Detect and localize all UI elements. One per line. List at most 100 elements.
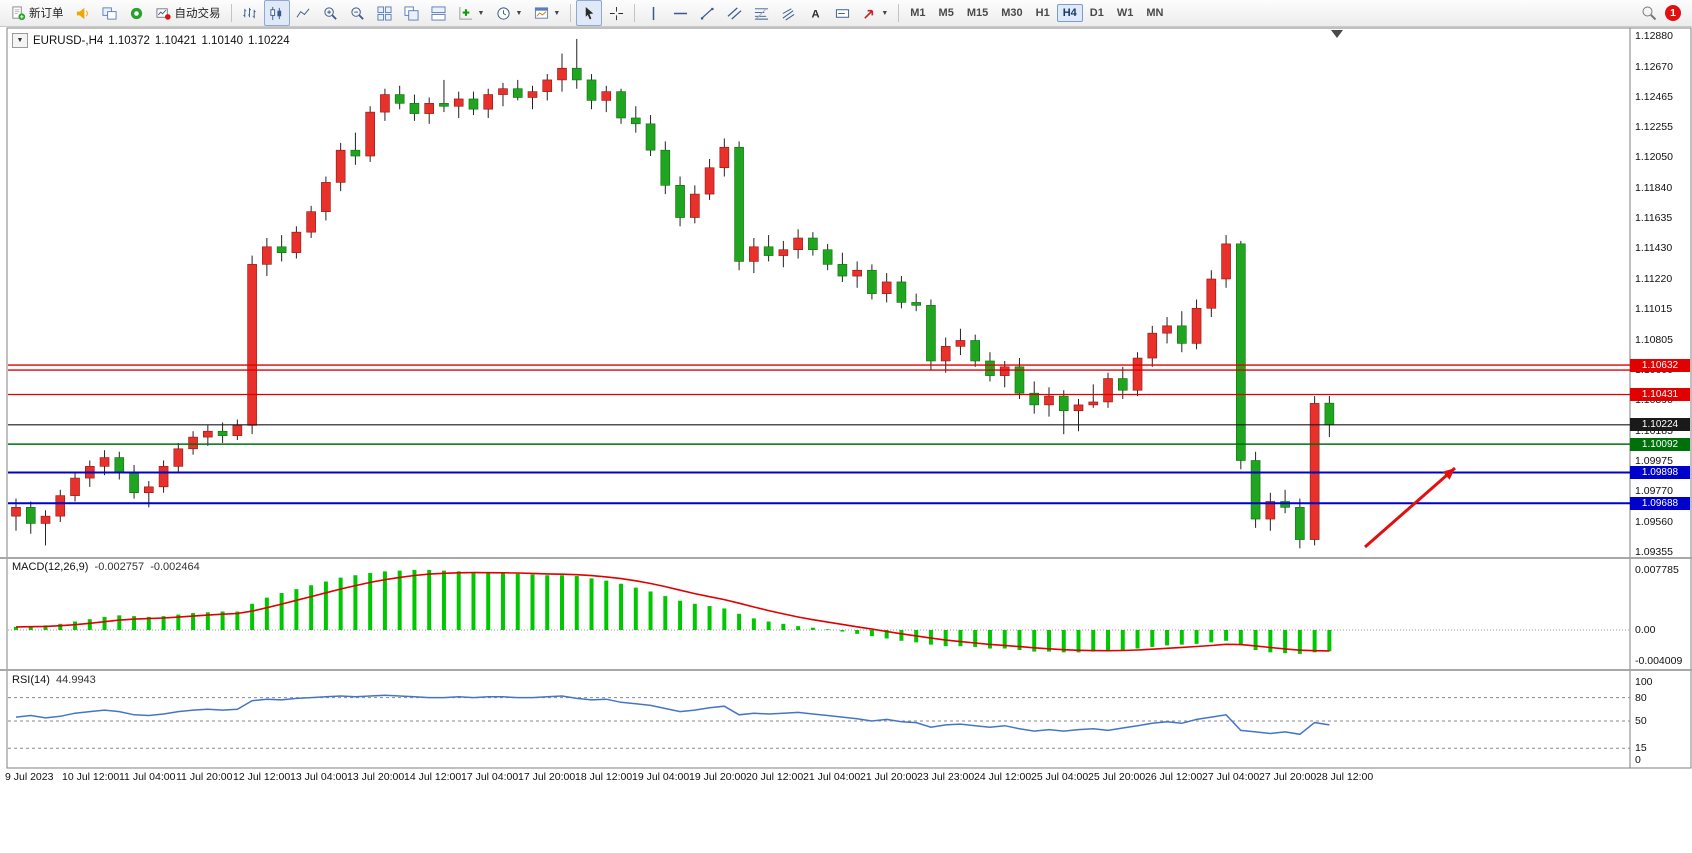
toolbar-separator bbox=[230, 4, 232, 22]
zoom-out-button[interactable] bbox=[345, 0, 371, 26]
chart-title: ▼ EURUSD-,H4 1.10372 1.10421 1.10140 1.1… bbox=[12, 33, 290, 48]
candle-body bbox=[1295, 507, 1305, 540]
search-icon[interactable] bbox=[1641, 5, 1657, 21]
channel-tool-button[interactable] bbox=[721, 0, 747, 26]
candle-body bbox=[129, 471, 139, 494]
time-axis-label: 24 Jul 12:00 bbox=[974, 771, 1032, 783]
indicators-button[interactable]: ▼ bbox=[453, 0, 490, 26]
chevron-down-icon: ▼ bbox=[515, 9, 523, 17]
label-tool-button[interactable] bbox=[829, 0, 855, 26]
candle-body bbox=[896, 281, 907, 303]
timeframe-group: M1 M5 M15 M30 H1 H4 D1 W1 MN bbox=[904, 4, 1169, 22]
macd-value-main: -0.002757 bbox=[94, 561, 145, 573]
candle-body bbox=[1309, 403, 1320, 540]
candle-body bbox=[911, 302, 921, 306]
rsi-line bbox=[15, 694, 1330, 736]
candle-body bbox=[1221, 243, 1231, 280]
macd-axis-label: 0.00 bbox=[1635, 624, 1656, 636]
timeframe-button-m15[interactable]: M15 bbox=[966, 7, 989, 19]
crosshair-tool-button[interactable] bbox=[603, 0, 629, 26]
cascade-windows-button[interactable] bbox=[399, 0, 425, 26]
notification-badge[interactable]: 1 bbox=[1665, 5, 1681, 21]
templates-button[interactable]: ▼ bbox=[528, 0, 565, 26]
new-order-icon bbox=[10, 5, 26, 21]
arrows-tool-button[interactable]: ▼ bbox=[856, 0, 893, 26]
price-flag[interactable]: 1.10632 bbox=[1630, 358, 1690, 372]
arrow-annotation-head[interactable] bbox=[1442, 468, 1455, 480]
vertical-line-tool-button[interactable] bbox=[640, 0, 666, 26]
timeframe-button-mn[interactable]: MN bbox=[1146, 7, 1164, 19]
arrange-windows-button[interactable] bbox=[426, 0, 452, 26]
candle-body bbox=[394, 94, 405, 104]
candle-body bbox=[1177, 325, 1187, 344]
price-axis-label: 1.11430 bbox=[1635, 242, 1673, 255]
market-watch-button[interactable] bbox=[97, 0, 123, 26]
time-axis-label: 13 Jul 04:00 bbox=[290, 771, 348, 783]
toolbar: 新订单 自动交易 ▼ ▼ ▼ bbox=[0, 0, 1692, 27]
macd-axis-label: 0.007785 bbox=[1635, 564, 1679, 576]
candlestick-chart-button[interactable] bbox=[263, 0, 290, 26]
candle-body bbox=[926, 305, 936, 362]
price-flag[interactable]: 1.09898 bbox=[1630, 466, 1690, 479]
periods-button[interactable]: ▼ bbox=[490, 0, 527, 26]
candle-body bbox=[616, 91, 626, 119]
community-button[interactable] bbox=[124, 0, 150, 26]
bar-chart-icon bbox=[242, 5, 258, 21]
zoom-in-button[interactable] bbox=[318, 0, 344, 26]
candle-body bbox=[1236, 243, 1246, 461]
candle-body bbox=[1147, 332, 1158, 359]
auto-trading-button[interactable]: 自动交易 bbox=[151, 0, 226, 26]
timeframe-button-m1[interactable]: M1 bbox=[910, 7, 926, 19]
cursor-tool-button[interactable] bbox=[576, 0, 603, 26]
toolbar-right-group: 1 bbox=[1641, 5, 1687, 21]
price-flag[interactable]: 1.10092 bbox=[1630, 437, 1690, 451]
timeframe-button-h4[interactable]: H4 bbox=[1056, 4, 1083, 22]
arrow-annotation[interactable] bbox=[1364, 466, 1456, 549]
new-order-button[interactable]: 新订单 bbox=[5, 0, 69, 26]
time-axis-label: 11 Jul 04:00 bbox=[119, 771, 176, 783]
candle-body bbox=[158, 466, 169, 488]
candle-body bbox=[55, 495, 66, 517]
horizontal-line-tool-button[interactable] bbox=[667, 0, 693, 26]
price-axis-label: 1.12465 bbox=[1635, 90, 1673, 103]
text-tool-button[interactable]: A bbox=[802, 0, 828, 26]
candle-body bbox=[867, 269, 877, 294]
one-click-trading-button[interactable]: ▼ bbox=[12, 33, 28, 48]
candle-body bbox=[439, 103, 449, 107]
bar-chart-button[interactable] bbox=[237, 0, 263, 26]
timeframe-button-h1[interactable]: H1 bbox=[1035, 7, 1050, 19]
community-icon bbox=[129, 5, 145, 21]
candle-body bbox=[512, 88, 523, 98]
vertical-line-icon bbox=[645, 5, 661, 21]
candle-body bbox=[276, 246, 287, 253]
timeframe-button-m30[interactable]: M30 bbox=[1001, 7, 1023, 19]
cursor-icon bbox=[581, 5, 597, 21]
macd-label: MACD(12,26,9) -0.002757 -0.002464 bbox=[12, 561, 200, 573]
windows-icon bbox=[102, 5, 118, 21]
timeframe-button-m5[interactable]: M5 bbox=[938, 7, 954, 19]
tile-windows-button[interactable] bbox=[372, 0, 398, 26]
rsi-axis-label: 80 bbox=[1635, 691, 1647, 704]
price-flag[interactable]: 1.10431 bbox=[1630, 387, 1690, 401]
trendline-tool-button[interactable] bbox=[694, 0, 720, 26]
price-axis-label: 1.11635 bbox=[1635, 212, 1673, 225]
news-button[interactable] bbox=[70, 0, 96, 26]
chevron-down-icon: ▼ bbox=[881, 9, 889, 17]
ohlc-close: 1.10224 bbox=[248, 34, 290, 47]
price-flag[interactable]: 1.10224 bbox=[1630, 418, 1690, 432]
candle-body bbox=[1250, 460, 1261, 520]
pitchfork-tool-button[interactable] bbox=[775, 0, 801, 26]
price-axis-label: 1.09560 bbox=[1635, 515, 1673, 528]
price-flag[interactable]: 1.09688 bbox=[1630, 496, 1690, 510]
candle-body bbox=[852, 269, 862, 277]
time-axis-label: 12 Jul 12:00 bbox=[233, 771, 291, 783]
arrow-shape-icon bbox=[861, 5, 877, 21]
timeframe-button-w1[interactable]: W1 bbox=[1116, 7, 1134, 19]
line-chart-icon bbox=[296, 5, 312, 21]
fibonacci-tool-button[interactable] bbox=[748, 0, 774, 26]
timeframe-button-d1[interactable]: D1 bbox=[1089, 7, 1104, 19]
time-axis-label: 17 Jul 04:00 bbox=[461, 771, 519, 783]
line-chart-button[interactable] bbox=[291, 0, 317, 26]
candle-body bbox=[881, 281, 892, 294]
